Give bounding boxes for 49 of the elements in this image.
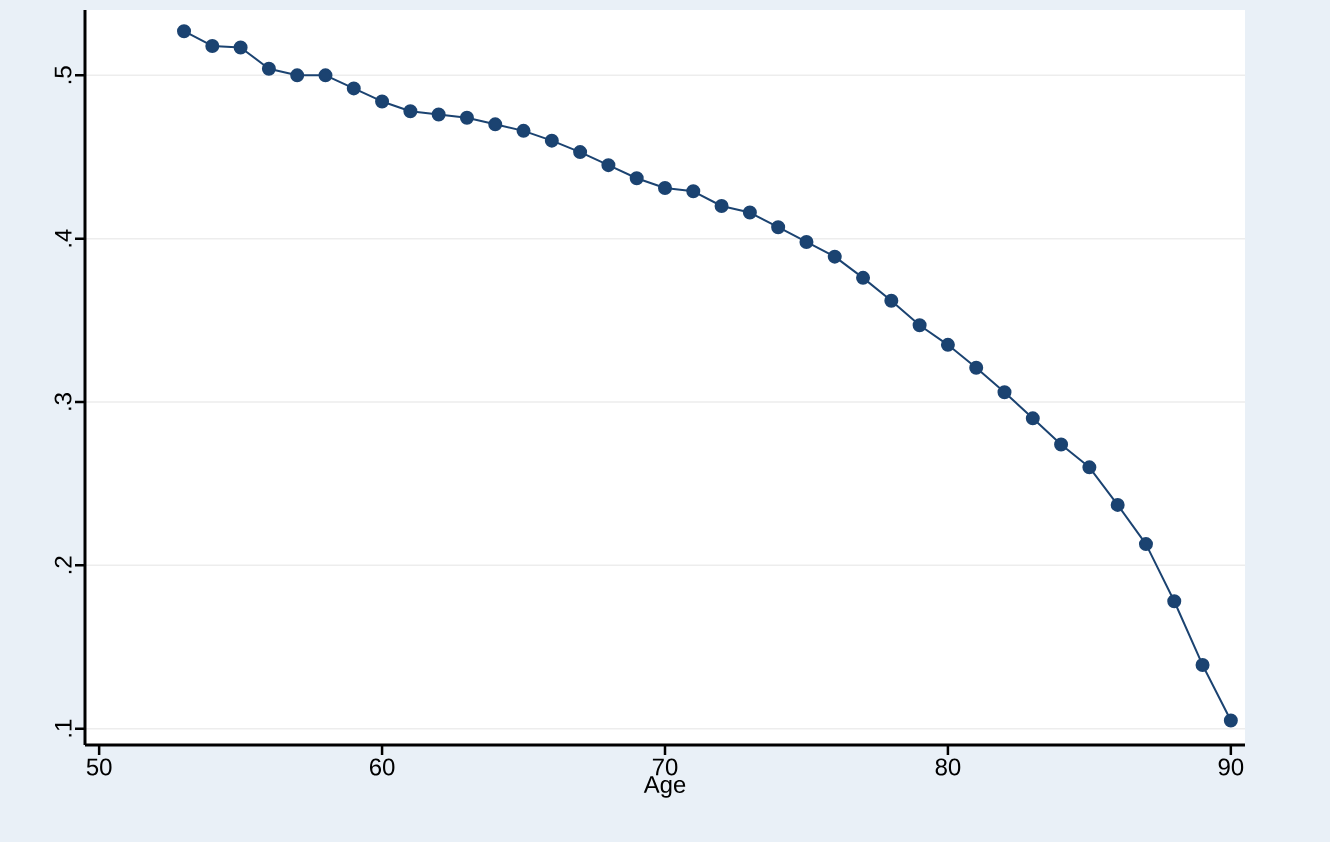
point xyxy=(459,110,474,125)
x-axis-title: Age xyxy=(643,776,686,798)
x-tick-label: 60 xyxy=(369,758,395,776)
point xyxy=(573,145,588,160)
point xyxy=(403,104,418,119)
y-tick-label: .3 xyxy=(54,393,72,410)
point xyxy=(488,117,503,132)
point xyxy=(1195,657,1210,672)
y-tick-label: .5 xyxy=(54,66,72,84)
point xyxy=(742,205,757,220)
x-tick-label: 70 xyxy=(652,758,678,776)
point xyxy=(1082,460,1097,475)
point xyxy=(1138,537,1153,552)
x-tick-label: 80 xyxy=(935,758,961,776)
point xyxy=(799,234,814,249)
point xyxy=(431,107,446,122)
point xyxy=(884,293,899,308)
point xyxy=(969,360,984,375)
point xyxy=(658,181,672,196)
point xyxy=(1025,411,1040,426)
point xyxy=(827,249,842,264)
x-tick-label: 50 xyxy=(86,758,112,776)
y-tick-label: .4 xyxy=(55,229,72,247)
point xyxy=(856,270,871,285)
point xyxy=(516,123,531,138)
point xyxy=(544,133,559,148)
point xyxy=(318,68,333,83)
point xyxy=(1054,437,1069,452)
point xyxy=(375,94,390,109)
point xyxy=(177,24,192,39)
point xyxy=(205,38,220,53)
point xyxy=(771,220,786,235)
point xyxy=(233,40,248,55)
point xyxy=(629,171,644,186)
point xyxy=(714,199,729,213)
point xyxy=(1167,594,1182,609)
x-tick-label: 90 xyxy=(1218,758,1244,776)
point xyxy=(346,81,361,96)
point xyxy=(601,158,616,173)
point xyxy=(1223,713,1238,728)
y-tick-label: .1 xyxy=(55,719,72,737)
point xyxy=(940,337,955,352)
point xyxy=(912,318,927,333)
point xyxy=(290,68,305,83)
point xyxy=(686,184,701,199)
y-tick-label: .2 xyxy=(54,556,72,574)
point xyxy=(1110,497,1125,512)
point xyxy=(261,61,276,76)
point xyxy=(997,385,1012,400)
